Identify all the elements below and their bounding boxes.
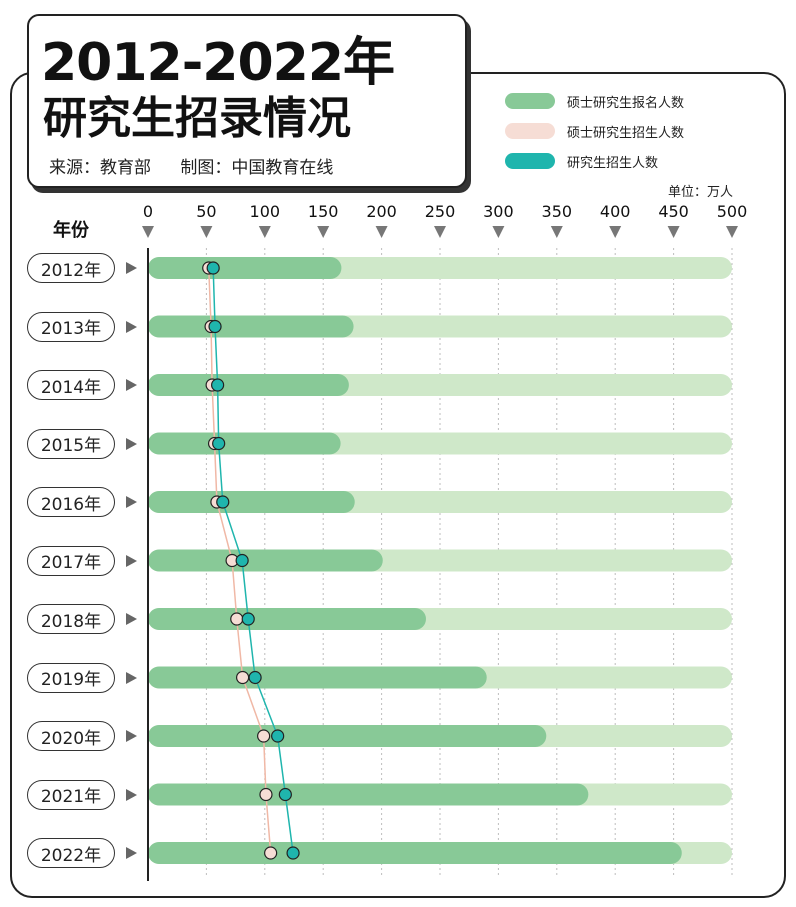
x-tick-label: 50: [196, 202, 216, 221]
year-label: 2014年: [27, 370, 115, 400]
x-tick-marker: [667, 226, 680, 238]
year-arrow-icon: [126, 730, 137, 742]
bar: [148, 783, 589, 806]
point-master-enrollment: [264, 846, 278, 860]
point-total-enrollment: [235, 553, 249, 568]
year-label: 2022年: [27, 838, 115, 868]
year-arrow-icon: [126, 613, 137, 625]
bar: [148, 842, 682, 864]
page-title: 2012-2022年: [41, 33, 395, 93]
legend-swatch-total-enrollment: [505, 153, 555, 169]
legend-swatch-master-enrollment: [505, 123, 555, 139]
point-master-enrollment: [259, 787, 273, 802]
x-tick-label: 200: [366, 202, 397, 221]
point-total-enrollment: [211, 378, 225, 392]
year-label: 2013年: [27, 311, 115, 342]
year-arrow-icon: [126, 847, 137, 859]
source-text: 来源：教育部: [49, 158, 151, 178]
x-tick-marker: [434, 226, 446, 238]
x-tick-label: 0: [143, 202, 153, 221]
x-tick-label: 250: [425, 202, 456, 221]
legend-item-master-enrollment: 硕士研究生招生人数: [505, 116, 684, 146]
year-arrow-icon: [126, 671, 137, 684]
year-axis-title: 年份: [53, 220, 89, 241]
x-tick-marker: [550, 226, 563, 238]
x-tick-label: 500: [717, 202, 748, 221]
x-tick-label: 400: [600, 202, 631, 221]
legend-item-registration: 硕士研究生报名人数: [505, 86, 684, 116]
year-arrow-icon: [126, 554, 137, 567]
title-card: 2012-2022年 研究生招录情况 来源：教育部 制图：中国教育在线: [27, 14, 467, 188]
point-master-enrollment: [230, 612, 244, 626]
point-total-enrollment: [208, 319, 222, 334]
point-total-enrollment: [206, 261, 220, 275]
x-tick-marker: [258, 226, 271, 238]
year-label: 2012年: [27, 253, 115, 283]
x-tick-label: 350: [542, 202, 573, 221]
point-total-enrollment: [241, 612, 255, 626]
x-tick-marker: [492, 226, 505, 238]
chart-frame: [10, 72, 786, 898]
point-total-enrollment: [286, 846, 300, 860]
legend-item-total-enrollment: 研究生招生人数: [505, 146, 684, 176]
bar: [148, 374, 349, 396]
unit-label: 单位：万人: [668, 185, 734, 200]
point-total-enrollment: [216, 495, 230, 509]
bar: [148, 491, 355, 513]
legend: 硕士研究生报名人数 硕士研究生招生人数 研究生招生人数: [505, 86, 684, 176]
point-total-enrollment: [271, 729, 285, 743]
point-total-enrollment: [278, 787, 292, 802]
bar: [148, 432, 341, 455]
legend-label-master-enrollment: 硕士研究生招生人数: [567, 125, 685, 141]
legend-swatch-registration: [505, 93, 555, 109]
x-tick-marker: [726, 226, 738, 238]
x-tick-marker: [142, 226, 154, 238]
point-total-enrollment: [212, 436, 226, 451]
made-by-text: 制图：中国教育在线: [180, 158, 334, 178]
x-tick-marker: [375, 226, 388, 238]
point-master-enrollment: [236, 670, 250, 685]
x-tick-label: 300: [483, 202, 514, 221]
year-label: 2020年: [27, 721, 115, 751]
year-arrow-icon: [126, 788, 137, 801]
x-tick-marker: [317, 226, 330, 238]
bar: [148, 725, 547, 747]
x-tick-label: 450: [658, 202, 689, 221]
year-arrow-icon: [126, 262, 137, 274]
point-total-enrollment: [248, 670, 262, 685]
year-label: 2019年: [27, 662, 115, 693]
year-label: 2015年: [27, 428, 115, 459]
year-label: 2021年: [27, 779, 115, 810]
year-arrow-icon: [126, 379, 137, 391]
x-tick-marker: [200, 226, 213, 238]
year-arrow-icon: [126, 496, 137, 508]
x-tick-marker: [609, 226, 622, 238]
year-arrow-icon: [126, 320, 137, 333]
source-line: 来源：教育部 制图：中国教育在线: [49, 153, 357, 178]
page-subtitle: 研究生招录情况: [43, 93, 351, 144]
year-arrow-icon: [126, 437, 137, 450]
bar: [148, 315, 354, 338]
x-tick-label: 100: [250, 202, 281, 221]
bar: [148, 666, 487, 689]
bar: [148, 549, 383, 572]
bar: [148, 257, 342, 279]
point-master-enrollment: [257, 729, 271, 743]
bar: [148, 608, 426, 630]
legend-label-registration: 硕士研究生报名人数: [567, 95, 685, 111]
x-tick-label: 150: [308, 202, 339, 221]
year-label: 2016年: [27, 487, 115, 517]
year-label: 2018年: [27, 604, 115, 634]
legend-label-total-enrollment: 研究生招生人数: [567, 155, 659, 171]
year-label: 2017年: [27, 545, 115, 576]
